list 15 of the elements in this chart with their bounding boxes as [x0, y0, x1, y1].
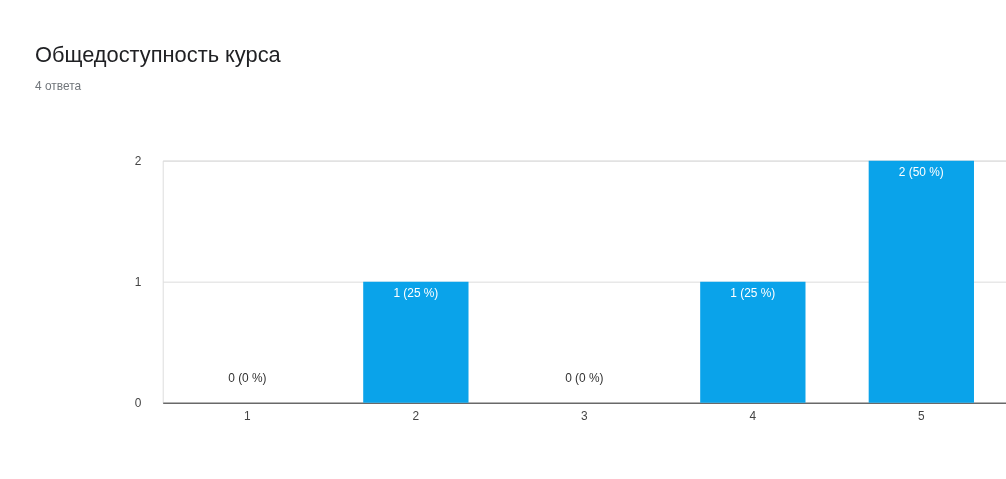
x-tick-label: 1 [244, 409, 252, 424]
y-tick-label: 1 [134, 275, 142, 290]
data-label: 2 (50 %) [898, 164, 944, 179]
x-tick-label: 2 [412, 409, 420, 424]
x-tick-label: 5 [918, 409, 926, 424]
data-label: 0 (0 %) [565, 370, 604, 385]
text: 4 ответа [35, 79, 82, 94]
data-label: 1 (25 %) [730, 285, 776, 300]
x-tick-label: 4 [749, 409, 757, 424]
y-tick-label: 2 [134, 154, 142, 169]
data-label: 1 (25 %) [393, 285, 439, 300]
x-tick-label: 3 [581, 409, 589, 424]
chart-title: Общедоступность курса [35, 42, 282, 68]
data-label: 0 (0 %) [228, 370, 267, 385]
y-tick-label: 0 [134, 396, 142, 411]
